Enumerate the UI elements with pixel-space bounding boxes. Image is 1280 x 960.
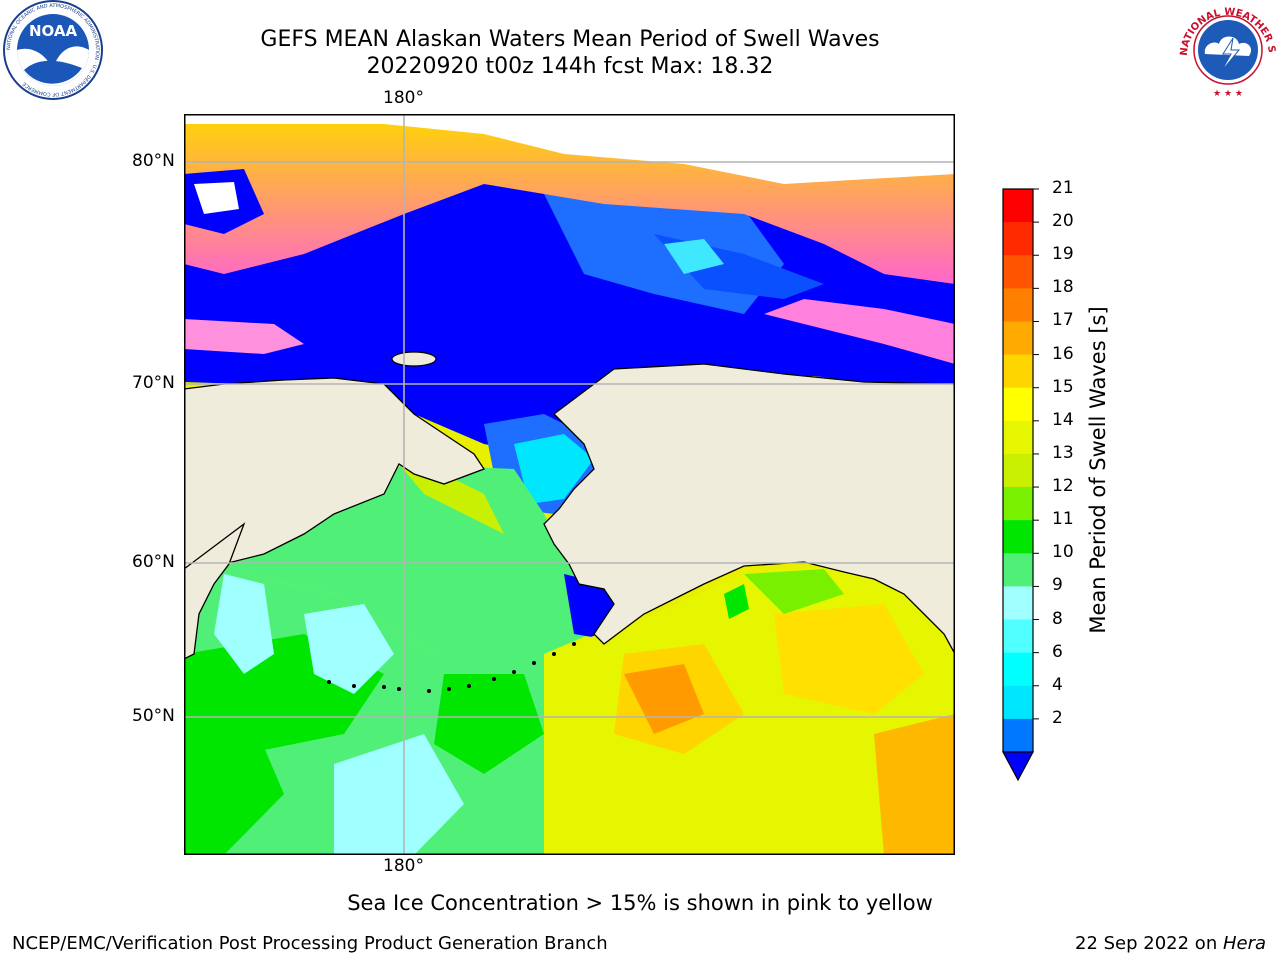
lat-label-60: 60°N xyxy=(132,552,175,572)
colorbar-tick-label: 14 xyxy=(1052,409,1074,430)
colorbar-tick-label: 6 xyxy=(1052,641,1063,662)
noaa-logo-text: NOAA xyxy=(29,22,78,40)
colorbar-block xyxy=(1003,586,1033,621)
colorbar-block xyxy=(1003,685,1033,720)
footer-date: 22 Sep 2022 on Hera xyxy=(1075,933,1266,954)
colorbar-block xyxy=(1003,718,1033,753)
colorbar-tick-label: 20 xyxy=(1052,211,1074,232)
colorbar-tick-label: 11 xyxy=(1052,509,1074,530)
colorbar-block xyxy=(1003,619,1033,654)
footer-credit: NCEP/EMC/Verification Post Processing Pr… xyxy=(12,933,608,954)
colorbar xyxy=(1001,188,1039,782)
footer-date-text: 22 Sep 2022 on xyxy=(1075,933,1223,954)
sea-ice-caption: Sea Ice Concentration > 15% is shown in … xyxy=(347,891,933,915)
colorbar-tick-label: 9 xyxy=(1052,575,1063,596)
colorbar-block xyxy=(1003,387,1033,422)
colorbar-block xyxy=(1003,354,1033,389)
colorbar-tick-label: 19 xyxy=(1052,244,1074,265)
colorbar-tick-label: 13 xyxy=(1052,442,1074,463)
colorbar-block xyxy=(1003,453,1033,488)
colorbar-tick-label: 18 xyxy=(1052,277,1074,298)
colorbar-block xyxy=(1003,520,1033,554)
noaa-logo-icon: NOAA NATIONAL OCEANIC AND ATMOSPHERIC AD… xyxy=(3,0,103,100)
footer-host: Hera xyxy=(1222,933,1266,954)
lat-label-50: 50°N xyxy=(132,706,175,726)
colorbar-tick-label: 8 xyxy=(1052,608,1063,629)
colorbar-block xyxy=(1003,189,1033,223)
map-panel xyxy=(184,114,955,855)
colorbar-tick-label: 12 xyxy=(1052,476,1074,497)
svg-text:★ ★ ★: ★ ★ ★ xyxy=(1213,89,1243,99)
lon-label-top: 180° xyxy=(383,88,424,108)
colorbar-tick-label: 4 xyxy=(1052,674,1063,695)
colorbar-tick-label: 2 xyxy=(1052,707,1063,728)
map-frame xyxy=(184,114,955,855)
page-subtitle: 20220920 t00z 144h fcst Max: 18.32 xyxy=(366,54,774,79)
colorbar-tick-label: 21 xyxy=(1052,178,1074,198)
colorbar-tick-label: 15 xyxy=(1052,376,1074,397)
graticule xyxy=(184,114,955,855)
colorbar-label: Mean Period of Swell Waves [s] xyxy=(1086,306,1110,634)
nws-logo-icon: NATIONAL WEATHER SERVICE ★ ★ ★ xyxy=(1177,0,1277,99)
lat-label-70: 70°N xyxy=(132,373,175,393)
page-title: GEFS MEAN Alaskan Waters Mean Period of … xyxy=(260,27,880,52)
land-siberia xyxy=(184,377,485,570)
colorbar-block xyxy=(1003,553,1033,587)
lon-label-bottom: 180° xyxy=(383,856,424,876)
colorbar-block xyxy=(1003,652,1033,687)
colorbar-block xyxy=(1003,420,1033,455)
colorbar-block xyxy=(1003,487,1033,521)
colorbar-tick-label: 16 xyxy=(1052,343,1074,364)
colorbar-block xyxy=(1003,222,1033,256)
colorbar-block xyxy=(1003,288,1033,322)
colorbar-extend-triangle xyxy=(1001,751,1035,782)
colorbar-block xyxy=(1003,255,1033,289)
colorbar-block xyxy=(1003,321,1033,356)
colorbar-tick-label: 10 xyxy=(1052,542,1074,563)
colorbar-tick-label: 17 xyxy=(1052,310,1074,331)
lat-label-80: 80°N xyxy=(132,151,175,171)
